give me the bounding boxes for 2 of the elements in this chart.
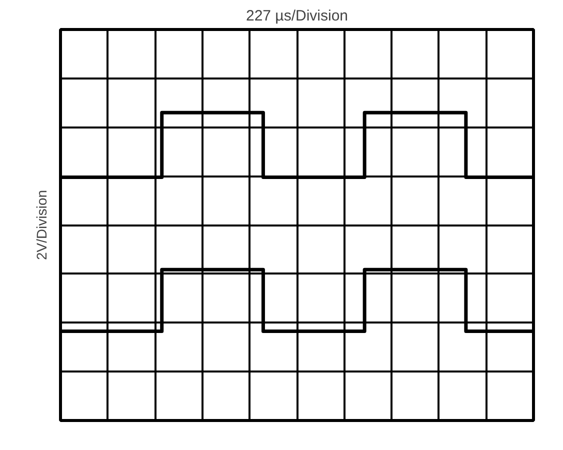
y-axis-title: 2V/Division: [34, 190, 50, 260]
chart-title: 227 µs/Division: [246, 8, 348, 24]
